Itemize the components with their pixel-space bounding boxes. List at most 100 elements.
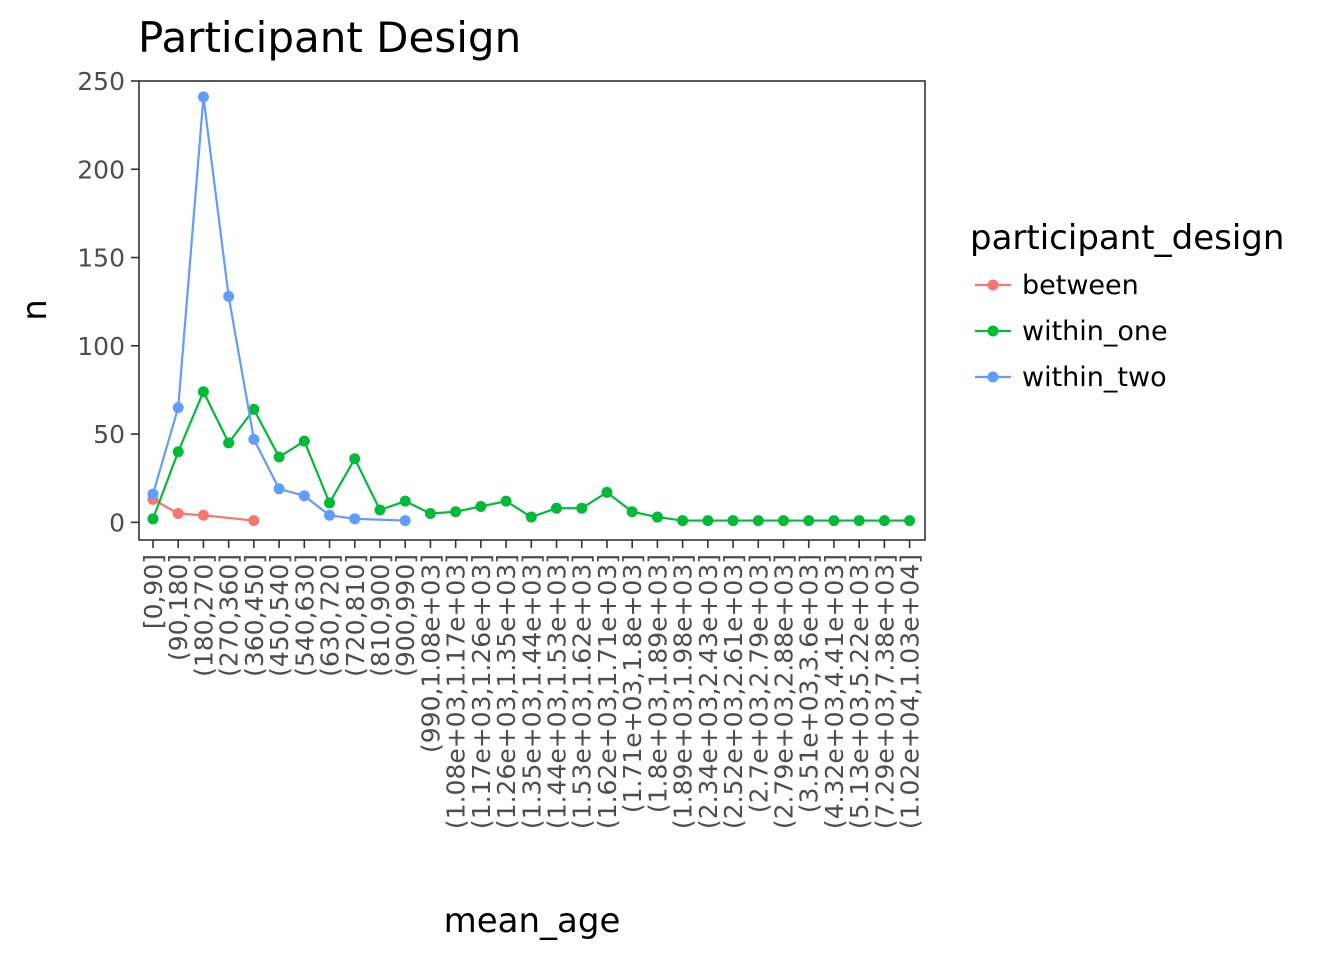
x-tick-label: (2.34e+03,2.43e+03] xyxy=(694,554,723,829)
data-point-within_one xyxy=(626,506,638,518)
legend: participant_design between within_onewith… xyxy=(970,218,1284,393)
data-point-within_one xyxy=(424,508,436,520)
x-axis-title: mean_age xyxy=(444,901,621,941)
data-point-within_one xyxy=(853,515,865,527)
legend-label: within_two xyxy=(1022,362,1167,393)
data-point-within_two xyxy=(399,515,411,527)
data-point-within_one xyxy=(450,506,462,518)
y-tick-label: 250 xyxy=(77,67,125,96)
data-point-within_two xyxy=(172,402,184,414)
x-tick-label: (270,360] xyxy=(215,554,244,677)
x-tick-label: (360,450] xyxy=(240,554,269,677)
x-tick-label: (1.53e+03,1.62e+03] xyxy=(568,554,597,829)
y-tick-label: 200 xyxy=(77,155,125,184)
x-tick-label: (2.79e+03,2.88e+03] xyxy=(770,554,799,829)
series-between xyxy=(147,493,260,527)
y-tick-label: 0 xyxy=(109,508,125,537)
plot-panel xyxy=(138,80,926,541)
legend-item-within_one: within_one xyxy=(975,316,1168,347)
data-point-within_one xyxy=(677,515,689,527)
x-tick-label: (1.02e+04,1.03e+04] xyxy=(896,554,925,829)
y-tick-label: 150 xyxy=(77,244,125,273)
x-tick-label: (990,1.08e+03] xyxy=(416,554,445,753)
x-tick-label: [0,90] xyxy=(139,554,168,629)
data-point-within_one xyxy=(551,502,563,514)
data-point-within_one xyxy=(702,515,714,527)
x-axis: [0,90](90,180](180,270](270,360](360,450… xyxy=(139,540,925,829)
x-tick-label: (1.71e+03,1.8e+03] xyxy=(618,554,647,813)
series-line-within_two xyxy=(151,96,406,522)
legend-item-between: between xyxy=(975,270,1139,301)
data-point-within_one xyxy=(828,515,840,527)
x-tick-label: (1.62e+03,1.71e+03] xyxy=(593,554,622,829)
data-point-within_one xyxy=(525,511,537,523)
data-point-between xyxy=(172,508,184,520)
y-axis-title: n xyxy=(15,299,55,321)
legend-title: participant_design xyxy=(970,218,1284,258)
x-tick-label: (1.89e+03,1.98e+03] xyxy=(669,554,698,829)
data-point-within_two xyxy=(298,490,310,502)
chart-title: Participant Design xyxy=(138,13,521,62)
series-layer xyxy=(147,91,916,527)
x-tick-label: (1.08e+03,1.17e+03] xyxy=(442,554,471,829)
data-point-within_one xyxy=(651,511,663,523)
x-tick-label: (3.51e+03,3.6e+03] xyxy=(795,554,824,813)
series-within_two xyxy=(147,91,411,527)
x-tick-label: (4.32e+03,4.41e+03] xyxy=(820,554,849,829)
data-point-within_one xyxy=(273,451,285,463)
data-point-within_one xyxy=(223,437,235,449)
data-point-within_one xyxy=(248,403,260,415)
x-tick-label: (540,630] xyxy=(290,554,319,677)
data-point-within_one xyxy=(374,504,386,516)
data-point-between xyxy=(248,515,260,527)
x-tick-label: (1.44e+03,1.53e+03] xyxy=(543,554,572,829)
legend-item-within_two: within_two xyxy=(975,362,1167,393)
data-point-within_one xyxy=(324,497,336,509)
data-point-within_two xyxy=(147,488,159,500)
data-point-within_one xyxy=(298,435,310,447)
data-point-within_two xyxy=(349,513,361,525)
data-point-within_two xyxy=(223,290,235,302)
x-tick-label: (450,540] xyxy=(265,554,294,677)
y-tick-label: 100 xyxy=(77,332,125,361)
data-point-within_one xyxy=(399,495,411,507)
legend-items: between within_one within_two xyxy=(975,270,1168,393)
data-point-within_two xyxy=(273,483,285,495)
data-point-within_one xyxy=(803,515,815,527)
x-tick-label: (2.52e+03,2.61e+03] xyxy=(719,554,748,829)
data-point-within_one xyxy=(601,486,613,498)
legend-label: between xyxy=(1022,270,1139,301)
data-point-within_one xyxy=(475,500,487,512)
data-point-within_one xyxy=(778,515,789,527)
x-tick-label: (2.7e+03,2.79e+03] xyxy=(744,554,773,813)
data-point-within_two xyxy=(324,509,336,521)
x-tick-label: (1.8e+03,1.89e+03] xyxy=(643,554,672,813)
legend-label: within_one xyxy=(1022,316,1168,347)
data-point-within_one xyxy=(878,515,890,527)
data-point-within_one xyxy=(147,513,159,525)
data-point-within_one xyxy=(904,515,916,527)
data-point-within_one xyxy=(349,453,361,465)
y-tick-label: 50 xyxy=(93,420,125,449)
data-point-within_one xyxy=(500,495,512,507)
x-tick-label: (720,810] xyxy=(341,554,370,677)
data-point-within_one xyxy=(197,386,209,398)
data-point-between xyxy=(197,509,209,521)
data-point-within_one xyxy=(752,515,764,527)
x-tick-label: (180,270] xyxy=(189,554,218,677)
y-axis: 0 50 100 150 200 250 xyxy=(77,67,139,537)
data-point-within_one xyxy=(172,446,184,458)
x-tick-label: (1.26e+03,1.35e+03] xyxy=(492,554,521,829)
x-tick-label: (1.17e+03,1.26e+03] xyxy=(467,554,496,829)
x-tick-label: (90,180] xyxy=(164,554,193,661)
x-tick-label: (630,720] xyxy=(316,554,345,677)
data-point-within_two xyxy=(197,91,209,103)
x-tick-label: (1.35e+03,1.44e+03] xyxy=(517,554,546,829)
legend-key-point xyxy=(987,279,999,291)
data-point-within_two xyxy=(248,433,260,445)
data-point-within_one xyxy=(576,502,588,514)
series-within_one xyxy=(147,386,916,527)
legend-key-point xyxy=(987,325,999,337)
series-line-between xyxy=(152,498,254,522)
